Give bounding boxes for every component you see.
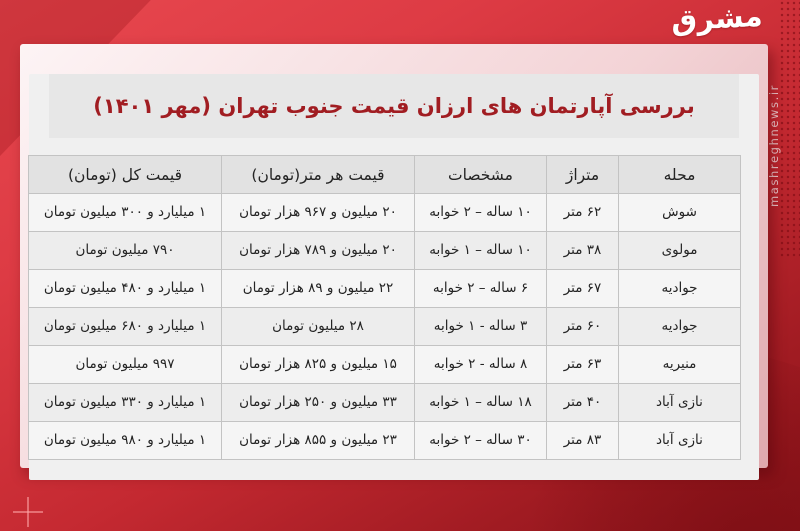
cell-total_price: ۱ میلیارد و ۶۸۰ میلیون تومان [28,307,222,346]
cell-area: ۶۰ متر [546,307,619,346]
page-title: بررسی آپارتمان های ارزان قیمت جنوب تهران… [93,94,695,118]
cell-specs: ۶ ساله – ۲ خوابه [414,269,547,308]
cell-area: ۶۷ متر [546,269,619,308]
cell-neighborhood: شوش [618,193,741,232]
cell-area: ۶۳ متر [546,345,619,384]
cell-price_per_meter: ۱۵ میلیون و ۸۲۵ هزار تومان [221,345,415,384]
cell-price_per_meter: ۲۰ میلیون و ۹۶۷ هزار تومان [221,193,415,232]
cell-price_per_meter: ۲۸ میلیون تومان [221,307,415,346]
card-surface: بررسی آپارتمان های ارزان قیمت جنوب تهران… [28,74,759,480]
cell-specs: ۳ ساله - ۱ خوابه [414,307,547,346]
table-header-row: محله متراژ مشخصات قیمت هر متر(تومان) قیم… [28,155,741,194]
table-row: شوش ۶۲ متر ۱۰ ساله – ۲ خوابه ۲۰ میلیون و ۹۶… [28,193,741,232]
table-row: جوادیه ۶۰ متر ۳ ساله - ۱ خوابه ۲۸ میلیون تو… [28,307,741,346]
cell-neighborhood: نازی آباد [618,421,741,460]
header-total-price: قیمت کل (تومان) [28,155,222,194]
cell-specs: ۳۰ ساله – ۲ خوابه [414,421,547,460]
header-neighborhood: محله [618,155,741,194]
cell-total_price: ۱ میلیارد و ۴۸۰ میلیون تومان [28,269,222,308]
cell-price_per_meter: ۲۳ میلیون و ۸۵۵ هزار تومان [221,421,415,460]
cell-neighborhood: منیریه [618,345,741,384]
table-row: نازی آباد ۴۰ متر ۱۸ ساله – ۱ خوابه ۳۳ میلیو… [28,383,741,422]
cell-total_price: ۱ میلیارد و ۹۸۰ میلیون تومان [28,421,222,460]
cell-total_price: ۹۹۷ میلیون تومان [28,345,222,384]
table-row: مولوی ۳۸ متر ۱۰ ساله – ۱ خوابه ۲۰ میلیون و … [28,231,741,270]
dots-pattern [779,0,800,258]
cell-price_per_meter: ۳۳ میلیون و ۲۵۰ هزار تومان [221,383,415,422]
cell-neighborhood: جوادیه [618,269,741,308]
cell-area: ۶۲ متر [546,193,619,232]
table-row: نازی آباد ۸۳ متر ۳۰ ساله – ۲ خوابه ۲۳ میلیو… [28,421,741,460]
cell-total_price: ۱ میلیارد و ۳۰۰ میلیون تومان [28,193,222,232]
table-body: شوش ۶۲ متر ۱۰ ساله – ۲ خوابه ۲۰ میلیون و ۹۶… [28,193,741,460]
header-area: متراژ [546,155,619,194]
cell-neighborhood: جوادیه [618,307,741,346]
crosshair-icon [13,497,43,527]
price-table: محله متراژ مشخصات قیمت هر متر(تومان) قیم… [28,155,741,460]
cell-area: ۳۸ متر [546,231,619,270]
cell-price_per_meter: ۲۲ میلیون و ۸۹ هزار تومان [221,269,415,308]
cell-specs: ۱۸ ساله – ۱ خوابه [414,383,547,422]
site-watermark-vertical: mashreghnews.ir [767,83,781,207]
cell-neighborhood: نازی آباد [618,383,741,422]
header-specs: مشخصات [414,155,547,194]
cell-specs: ۱۰ ساله – ۲ خوابه [414,193,547,232]
cell-area: ۸۳ متر [546,421,619,460]
title-box: بررسی آپارتمان های ارزان قیمت جنوب تهران… [49,74,739,138]
cell-total_price: ۷۹۰ میلیون تومان [28,231,222,270]
content-card: بررسی آپارتمان های ارزان قیمت جنوب تهران… [20,44,768,480]
header-price-per-meter: قیمت هر متر(تومان) [221,155,415,194]
cell-area: ۴۰ متر [546,383,619,422]
cell-price_per_meter: ۲۰ میلیون و ۷۸۹ هزار تومان [221,231,415,270]
table-row: جوادیه ۶۷ متر ۶ ساله – ۲ خوابه ۲۲ میلیون و … [28,269,741,308]
site-logo: مشرق [669,0,763,38]
table-row: منیریه ۶۳ متر ۸ ساله - ۲ خوابه ۱۵ میلیون و … [28,345,741,384]
cell-specs: ۱۰ ساله – ۱ خوابه [414,231,547,270]
cell-specs: ۸ ساله - ۲ خوابه [414,345,547,384]
cell-total_price: ۱ میلیارد و ۳۳۰ میلیون تومان [28,383,222,422]
cell-neighborhood: مولوی [618,231,741,270]
